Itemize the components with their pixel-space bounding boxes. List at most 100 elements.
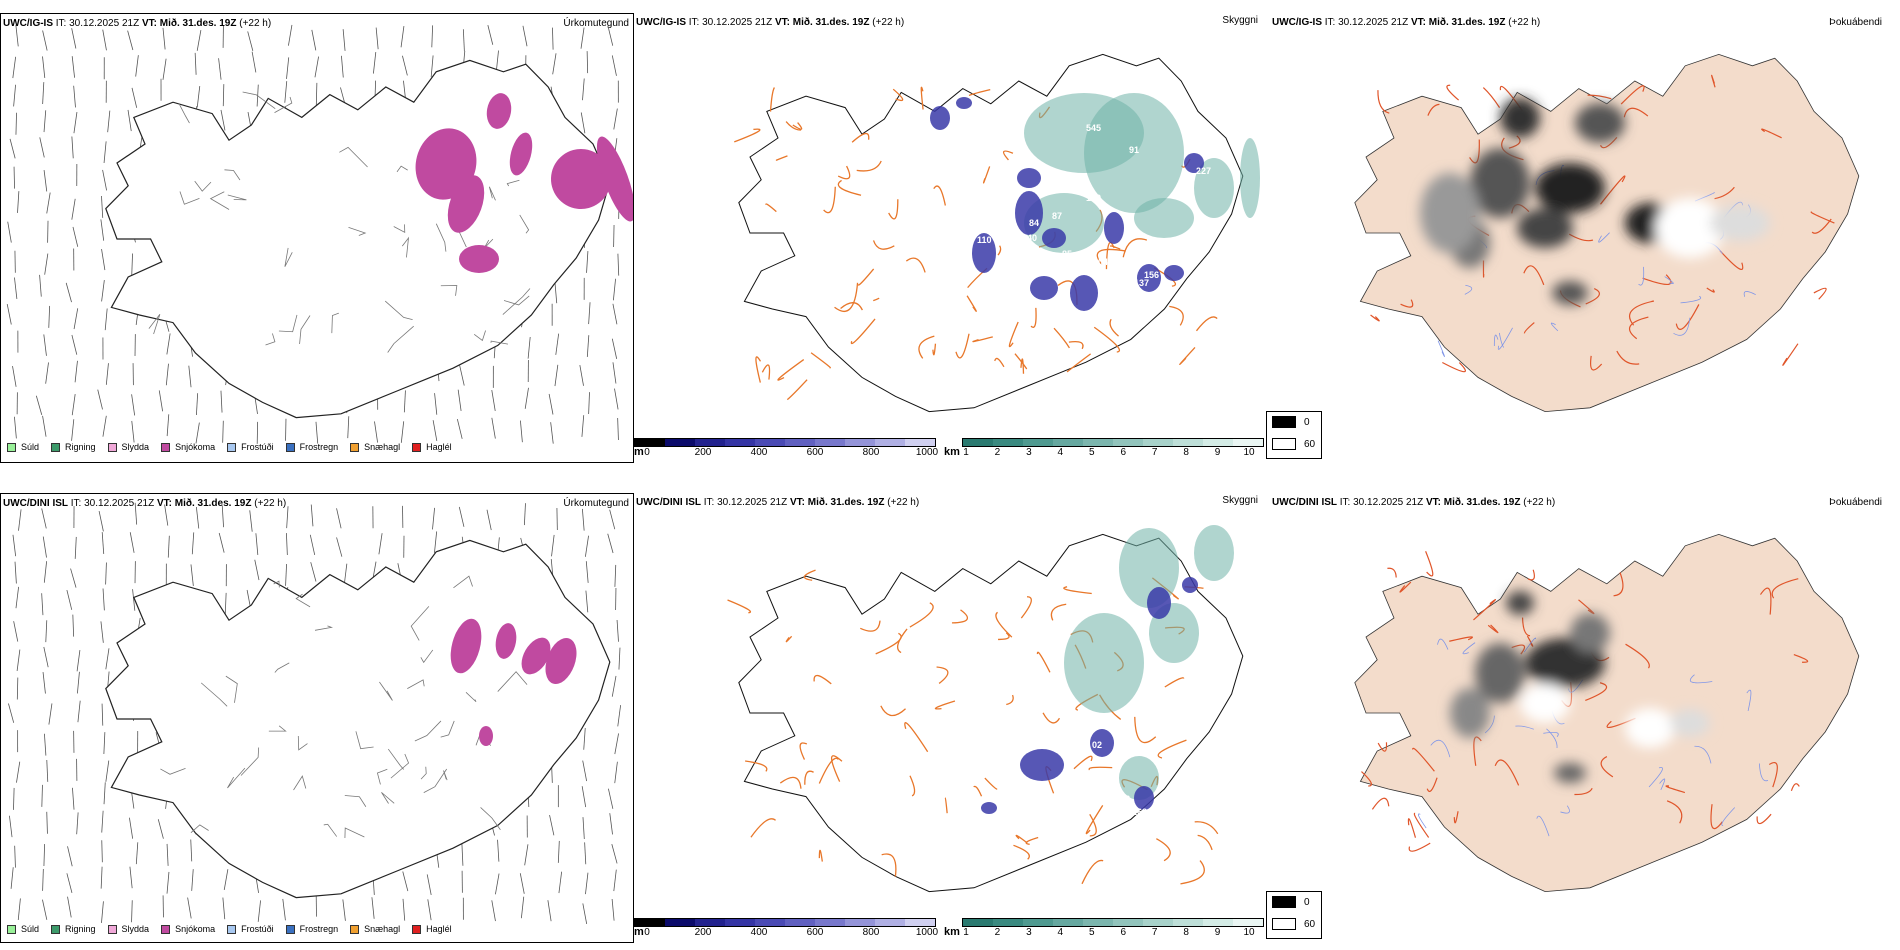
- wind-barb: [554, 364, 559, 387]
- wind-barb: [582, 903, 588, 924]
- wind-barb: [132, 589, 136, 611]
- wind-barb: [614, 733, 619, 755]
- road-line: [1399, 581, 1412, 593]
- road-line: [1587, 94, 1612, 100]
- cloud-base-area: [1015, 191, 1043, 235]
- wind-barb: [162, 58, 167, 80]
- road-line: [1811, 218, 1832, 234]
- road-line: [414, 720, 442, 742]
- wind-barb: [609, 813, 613, 835]
- road-line: [934, 700, 956, 710]
- cloud-base-value: 84: [1029, 218, 1039, 228]
- precip-type-panel-1: UWC/IG-IS IT: 30.12.2025 21Z VT: Mið. 31…: [0, 13, 634, 463]
- legend-swatch: [1272, 896, 1296, 908]
- river-line: [1484, 715, 1495, 734]
- wind-barb: [74, 360, 78, 383]
- wind-barb: [402, 871, 409, 892]
- colorbar-segment: [1083, 919, 1113, 926]
- wind-barb: [18, 509, 22, 531]
- colorbar-segment: [1173, 439, 1203, 446]
- road-line: [755, 356, 762, 383]
- road-line: [1782, 343, 1799, 366]
- wind-barb: [612, 278, 616, 301]
- wind-barb: [164, 504, 169, 526]
- colorbar-tick: 800: [862, 447, 880, 458]
- wind-barb: [41, 593, 44, 616]
- snow-area: [486, 93, 512, 129]
- snow-area: [479, 726, 493, 746]
- river-line: [1746, 689, 1752, 712]
- wind-barb: [100, 621, 104, 643]
- wind-barb: [131, 87, 138, 108]
- wind-barb: [41, 508, 47, 529]
- colorbar-tick: 10: [1243, 447, 1255, 458]
- precip-type-panel-2: UWC/DINI ISL IT: 30.12.2025 21Z VT: Mið.…: [0, 493, 634, 943]
- wind-barb: [14, 845, 16, 868]
- wind-barb: [251, 51, 257, 73]
- wind-barb: [45, 620, 48, 643]
- road-line: [379, 681, 393, 701]
- wind-barb: [129, 866, 133, 889]
- river-line: [1536, 815, 1550, 837]
- wind-barb: [105, 760, 110, 782]
- colorbar-segment: [1083, 439, 1113, 446]
- colorbar-segment: [845, 439, 875, 446]
- cloud-base-area: [1137, 264, 1161, 292]
- river-line: [1638, 266, 1645, 286]
- legend-item: Snjókoma: [161, 442, 215, 452]
- road-line: [1066, 353, 1092, 373]
- road-line: [1105, 242, 1115, 270]
- road-line: [918, 335, 935, 359]
- road-line: [240, 747, 260, 776]
- wind-barb: [617, 705, 622, 727]
- wind-barb: [430, 55, 434, 78]
- legend-swatch: [107, 442, 117, 452]
- panel-title: UWC/DINI ISL IT: 30.12.2025 21Z VT: Mið.…: [3, 498, 287, 509]
- road-line: [453, 575, 473, 589]
- low-visibility-area: [1064, 613, 1144, 713]
- wind-barb: [42, 536, 47, 558]
- fog-area: [1575, 103, 1625, 143]
- wind-barb: [100, 219, 105, 241]
- wind-barb: [611, 55, 617, 76]
- fog-legend-item: 0: [1272, 896, 1310, 908]
- wind-barb: [43, 110, 47, 133]
- fog-area: [1520, 683, 1570, 723]
- wind-barb: [586, 335, 590, 357]
- wind-barb: [588, 302, 591, 325]
- river-line: [1659, 778, 1666, 791]
- wind-barb: [39, 137, 45, 158]
- road-line: [1756, 813, 1772, 825]
- wind-barb: [76, 650, 81, 672]
- road-line: [1628, 316, 1649, 340]
- wind-barb: [249, 510, 253, 532]
- wind-barb: [285, 563, 287, 586]
- wind-barb: [195, 422, 200, 444]
- wind-barb: [311, 29, 317, 51]
- colorbar-tick: 800: [862, 927, 880, 938]
- panel-title: UWC/IG-IS IT: 30.12.2025 21Z VT: Mið. 31…: [3, 18, 272, 29]
- wind-barb: [46, 759, 49, 782]
- wind-barb: [6, 304, 12, 325]
- wind-barb: [371, 897, 375, 919]
- cloud-base-area: [1164, 265, 1184, 281]
- wind-barb: [98, 511, 104, 532]
- legend-swatch: [412, 924, 422, 934]
- road-line: [779, 776, 802, 789]
- wind-barb: [254, 559, 260, 581]
- legend-swatch: [7, 442, 16, 452]
- wind-barb: [487, 24, 494, 45]
- road-line: [1426, 777, 1438, 792]
- wind-barb: [584, 535, 589, 557]
- wind-barb: [102, 588, 105, 611]
- fog-area: [1420, 173, 1480, 253]
- road-line: [1590, 355, 1603, 371]
- fog-area: [1670, 709, 1710, 737]
- wind-barb: [618, 647, 621, 670]
- wind-barb: [222, 897, 226, 920]
- wind-barb: [220, 109, 226, 131]
- wind-barb: [39, 274, 42, 297]
- road-line: [1089, 813, 1097, 837]
- legend-item: Rigning: [51, 442, 96, 452]
- wind-barb: [557, 840, 560, 863]
